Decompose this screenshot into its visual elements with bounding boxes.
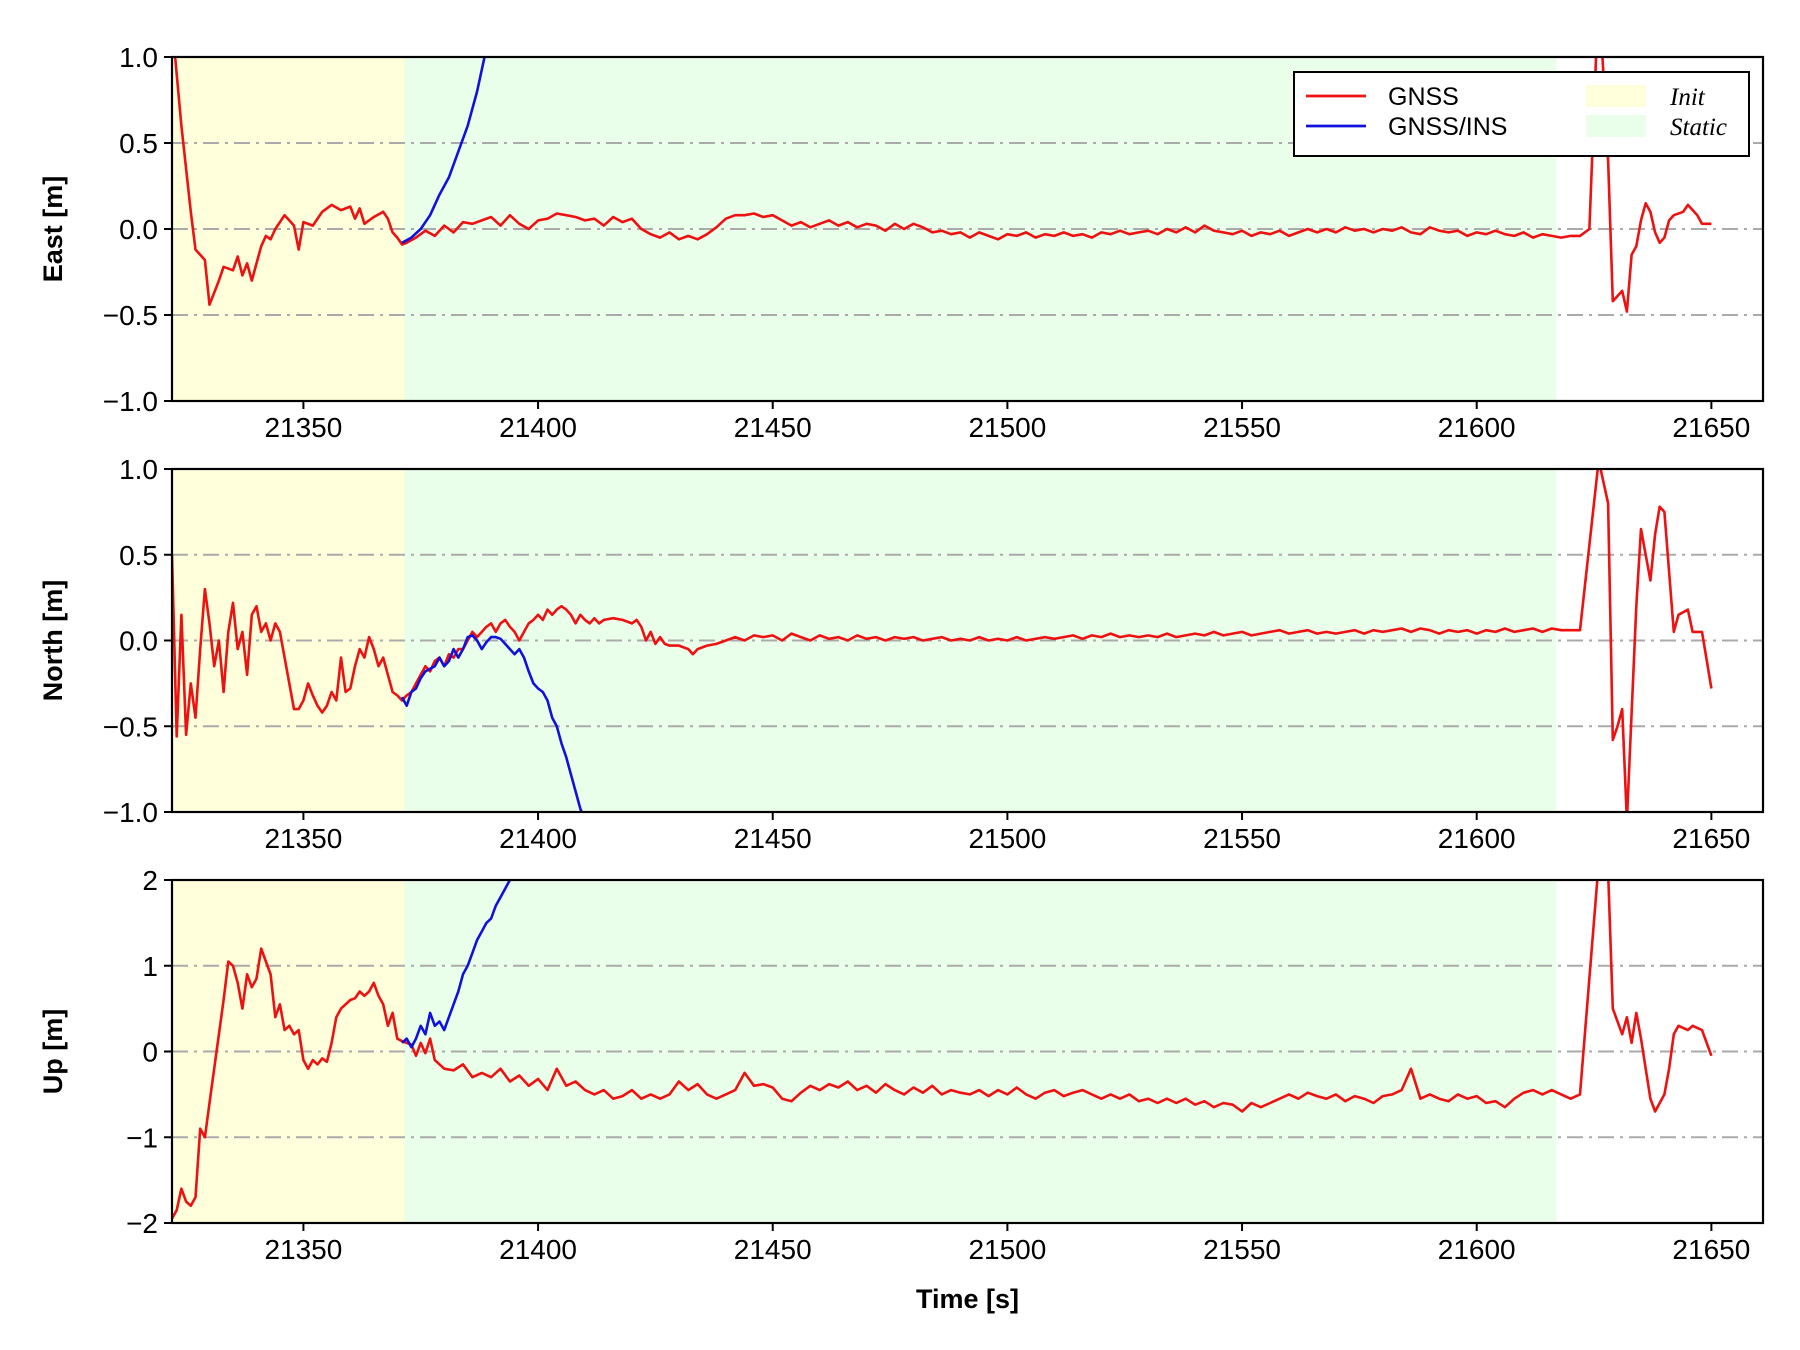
x-tick-label-east: 21350 [264, 412, 342, 443]
y-tick-label-up: −2 [126, 1208, 158, 1239]
x-tick-label-north: 21600 [1438, 823, 1516, 854]
x-tick-label-east: 21550 [1203, 412, 1281, 443]
series-line-gnss-ins-up [401, 880, 512, 1049]
x-tick-label-up: 21400 [499, 1234, 577, 1265]
x-tick-label-north: 21550 [1203, 823, 1281, 854]
x-tick-label-east: 21450 [734, 412, 812, 443]
y-tick-label-up: 0 [142, 1037, 158, 1068]
y-tick-label-east: 0.0 [119, 214, 158, 245]
x-tick-label-up: 21600 [1438, 1234, 1516, 1265]
legend-swatch-init [1586, 85, 1646, 107]
x-tick-label-up: 21500 [968, 1234, 1046, 1265]
y-axis-label-north: North [m] [38, 580, 68, 701]
x-tick-label-north: 21350 [264, 823, 342, 854]
x-tick-label-up: 21350 [264, 1234, 342, 1265]
y-tick-label-up: 1 [142, 951, 158, 982]
legend-label-static: Static [1670, 114, 1727, 141]
x-tick-label-up: 21450 [734, 1234, 812, 1265]
series-line-gnss-north [172, 469, 1713, 812]
legend-label-gnss: GNSS [1388, 83, 1459, 111]
x-tick-label-east: 21650 [1672, 412, 1750, 443]
y-tick-label-east: −1.0 [103, 386, 158, 417]
series-line-gnss-ins-east [401, 57, 486, 244]
x-tick-label-north: 21650 [1672, 823, 1750, 854]
y-tick-label-up: −1 [126, 1122, 158, 1153]
x-axis-label: Time [s] [916, 1284, 1019, 1314]
y-tick-label-north: 1.0 [119, 454, 158, 485]
x-tick-label-up: 21650 [1672, 1234, 1750, 1265]
x-tick-label-north: 21500 [968, 823, 1046, 854]
x-tick-label-east: 21600 [1438, 412, 1516, 443]
legend-box [1293, 71, 1750, 157]
panel-east: 21350 21400 21450 21500 21550 21600 21650 −1.0 −… [38, 42, 1765, 443]
x-tick-label-east: 21500 [968, 412, 1046, 443]
y-tick-label-north: 0.0 [119, 626, 158, 657]
x-tick-label-north: 21450 [734, 823, 812, 854]
y-tick-label-east: −0.5 [103, 300, 158, 331]
panel-north: 21350 21400 21450 21500 21550 21600 21650 −1.0 −… [38, 454, 1765, 854]
x-tick-label-north: 21400 [499, 823, 577, 854]
x-tick-label-east: 21400 [499, 412, 577, 443]
series-line-gnss-up [172, 880, 1713, 1220]
y-tick-label-north: 0.5 [119, 540, 158, 571]
y-tick-label-east: 0.5 [119, 128, 158, 159]
y-tick-label-north: −1.0 [103, 797, 158, 828]
y-tick-label-north: −0.5 [103, 711, 158, 742]
legend-swatch-static [1586, 115, 1646, 137]
panel-up: 21350 21400 21450 21500 21550 21600 21650 −2 −1 0… [38, 865, 1765, 1314]
series-line-gnss-east [173, 57, 1712, 313]
y-axis-label-up: Up [m] [38, 1009, 68, 1094]
legend-label-gnss-ins: GNSS/INS [1388, 113, 1507, 141]
series-line-gnss-ins-north [400, 634, 584, 812]
y-axis-label-east: East [m] [38, 176, 68, 283]
y-tick-label-up: 2 [142, 865, 158, 896]
legend-label-init: Init [1669, 84, 1706, 111]
x-tick-label-up: 21550 [1203, 1234, 1281, 1265]
y-tick-label-east: 1.0 [119, 42, 158, 73]
